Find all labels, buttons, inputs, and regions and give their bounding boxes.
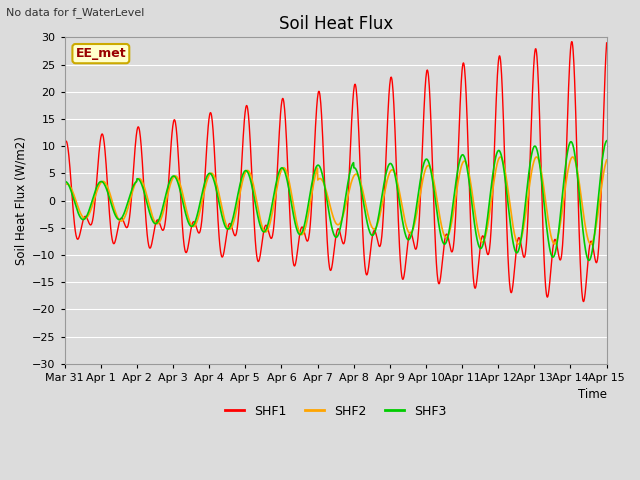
SHF1 bbox=[420, 116, 428, 121]
Text: No data for f_WaterLevel: No data for f_WaterLevel bbox=[6, 7, 145, 18]
SHF2 bbox=[181, 202, 189, 208]
SHF2 bbox=[539, 179, 547, 185]
SHF2 bbox=[61, 182, 68, 188]
Title: Soil Heat Flux: Soil Heat Flux bbox=[278, 15, 393, 33]
SHF3 bbox=[420, 161, 428, 167]
SHF3 bbox=[168, 174, 176, 180]
SHF1 bbox=[61, 141, 68, 147]
Y-axis label: Soil Heat Flux (W/m2): Soil Heat Flux (W/m2) bbox=[15, 136, 28, 265]
SHF2 bbox=[242, 169, 250, 175]
Line: SHF1: SHF1 bbox=[65, 42, 607, 301]
SHF1 bbox=[242, 105, 250, 110]
SHF1 bbox=[603, 40, 611, 46]
SHF3 bbox=[538, 182, 546, 188]
SHF3 bbox=[181, 209, 189, 215]
SHF3 bbox=[242, 168, 250, 173]
Line: SHF2: SHF2 bbox=[65, 157, 607, 244]
SHF1 bbox=[580, 299, 588, 304]
SHF2 bbox=[603, 157, 611, 163]
SHF2 bbox=[497, 154, 504, 160]
SHF2 bbox=[168, 177, 176, 183]
X-axis label: Time: Time bbox=[578, 388, 607, 401]
SHF2 bbox=[420, 173, 428, 179]
SHF1 bbox=[168, 130, 176, 136]
SHF1 bbox=[538, 202, 546, 208]
SHF1 bbox=[181, 248, 189, 254]
SHF2 bbox=[490, 176, 498, 181]
SHF1 bbox=[490, 147, 498, 153]
Line: SHF3: SHF3 bbox=[65, 141, 607, 260]
SHF3 bbox=[585, 257, 593, 263]
SHF3 bbox=[490, 161, 498, 167]
SHF2 bbox=[515, 241, 522, 247]
Legend: SHF1, SHF2, SHF3: SHF1, SHF2, SHF3 bbox=[220, 400, 451, 423]
SHF1 bbox=[568, 39, 575, 45]
Text: EE_met: EE_met bbox=[76, 47, 126, 60]
SHF3 bbox=[61, 179, 68, 184]
SHF3 bbox=[603, 138, 611, 144]
